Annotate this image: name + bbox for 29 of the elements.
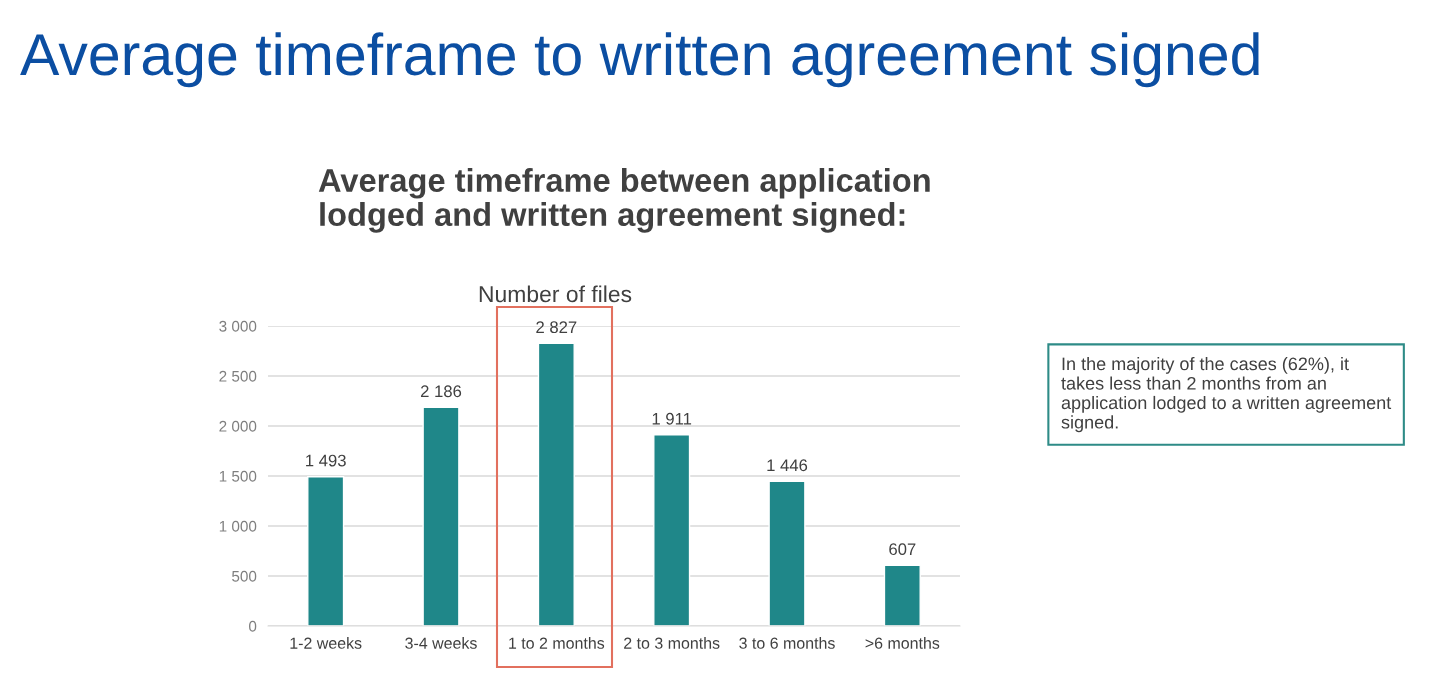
data-label: 2 827	[536, 321, 577, 334]
x-tick-label: 2 to 3 months	[624, 637, 720, 649]
data-label: 2 186	[420, 385, 462, 398]
x-tick-label: 3-4 weeks	[405, 637, 477, 649]
bar	[768, 480, 806, 626]
x-tick-label: >6 months	[865, 637, 940, 649]
bar	[422, 406, 460, 626]
y-tick-label: 1 500	[219, 470, 257, 482]
bar	[537, 342, 575, 626]
y-tick-label: 2 000	[219, 420, 257, 432]
bar	[653, 434, 691, 626]
chart-title: Average timeframe to written agreement signed	[20, 32, 1259, 88]
chart-subtitle: Average timeframe between application lodged and written agreement signed:	[318, 168, 930, 233]
x-tick-label: 1 to 2 months	[509, 637, 605, 649]
x-tick-label: 3 to 6 months	[739, 637, 835, 649]
y-tick-label: 2 500	[219, 370, 257, 382]
data-label: 1 446	[767, 459, 808, 472]
y-tick-label: 0	[248, 620, 257, 632]
y-tick-label: 3 000	[219, 320, 257, 332]
bar	[883, 564, 921, 626]
data-label: 1 493	[306, 454, 346, 467]
text: In the majority of the cases (62%), it takes less than 2 months from an application lodged to a written agreement signed.	[1061, 357, 1392, 433]
y-tick-label: 1 000	[219, 520, 257, 532]
text: Number of files	[479, 285, 632, 303]
x-tick-label: 1-2 weeks	[290, 637, 362, 649]
data-label: 607	[889, 543, 916, 556]
bar	[307, 476, 345, 626]
data-label: 1 911	[652, 412, 692, 425]
y-tick-label: 500	[232, 570, 257, 582]
